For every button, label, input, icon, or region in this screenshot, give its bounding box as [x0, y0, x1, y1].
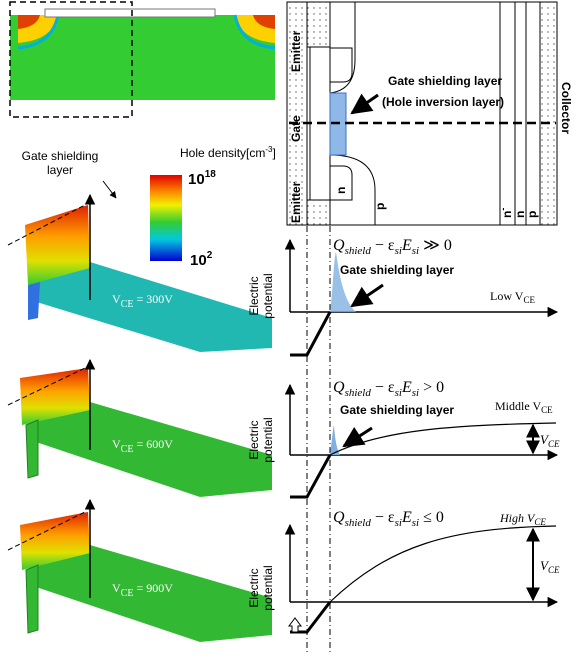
equation: Qshield − εsiEsi > 0: [333, 379, 444, 399]
y-axis-label: Electric: [247, 568, 261, 607]
condition-label: High VCE: [499, 511, 546, 527]
collector-label: Collector: [559, 82, 573, 134]
condition-label: Middle VCE: [495, 399, 553, 415]
top-simulation: [10, 2, 275, 117]
legend-min: 102: [190, 250, 213, 269]
y-axis-label: potential: [261, 417, 275, 462]
condition-label: Low VCE: [490, 289, 535, 305]
region-label: p: [373, 203, 387, 210]
gate-label: Gate: [289, 115, 303, 142]
vce-label: VCE: [540, 558, 560, 575]
equation: Qshield − εsiEsi ≫ 0: [333, 237, 452, 257]
legend-max: 1018: [188, 169, 216, 188]
plot-300: VCE = 300V: [8, 195, 272, 352]
region-label: p: [525, 211, 539, 218]
y-axis-label: Electric: [247, 420, 261, 459]
emitter-label: Emitter: [289, 181, 303, 223]
annotation: Gate shielding layer: [340, 263, 454, 277]
region-label: n: [334, 187, 348, 194]
y-axis-label: Electric: [247, 276, 261, 315]
annotation: Gate shielding layer: [340, 403, 454, 417]
shield-label: Gate shielding layer: [388, 74, 502, 88]
figure: Gate shielding layer Hole density[cm-3] …: [0, 0, 576, 662]
callout-text: layer: [47, 163, 73, 177]
device: [287, 2, 557, 225]
color-bar: [150, 175, 182, 261]
legend-title: Hole density[cm-3]: [180, 145, 276, 160]
y-axis-label: potential: [261, 565, 275, 610]
equation: Qshield − εsiEsi ≤ 0: [333, 509, 444, 529]
callout-text: Gate shielding: [22, 149, 99, 163]
callout-arrow: [103, 181, 116, 198]
plot-900: VCE = 900V: [8, 500, 272, 642]
y-axis-label: potential: [261, 273, 275, 318]
emitter-label: Emitter: [289, 30, 303, 72]
panel-high: [289, 525, 557, 632]
shield-label: (Hole inversion layer): [382, 95, 504, 109]
plot-600: VCE = 600V: [8, 360, 272, 497]
vce-label: VCE: [540, 432, 560, 449]
